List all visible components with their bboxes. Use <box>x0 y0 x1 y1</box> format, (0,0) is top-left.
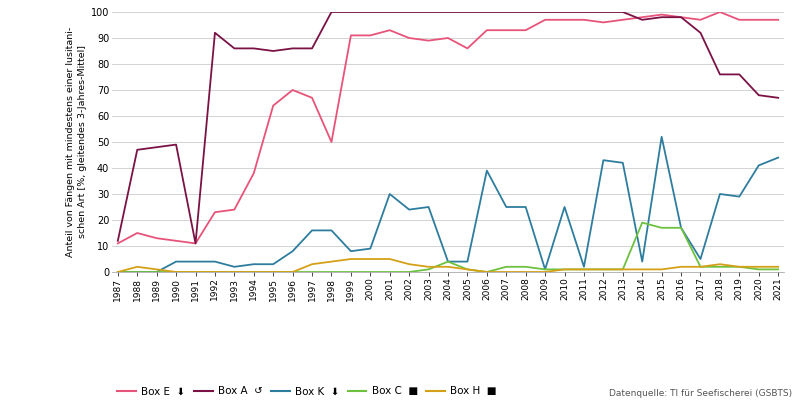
Text: Datenquelle: TI für Seefischerei (GSBTS): Datenquelle: TI für Seefischerei (GSBTS) <box>609 389 792 398</box>
Legend: Box E  ⬇, Box A  ↺, Box K  ⬇, Box C  ■, Box H  ■: Box E ⬇, Box A ↺, Box K ⬇, Box C ■, Box … <box>118 386 497 396</box>
Y-axis label: Anteil von Fängen mit mindestens einer lusitani-
schen Art [%, gleitendes 3-Jahr: Anteil von Fängen mit mindestens einer l… <box>66 27 86 257</box>
